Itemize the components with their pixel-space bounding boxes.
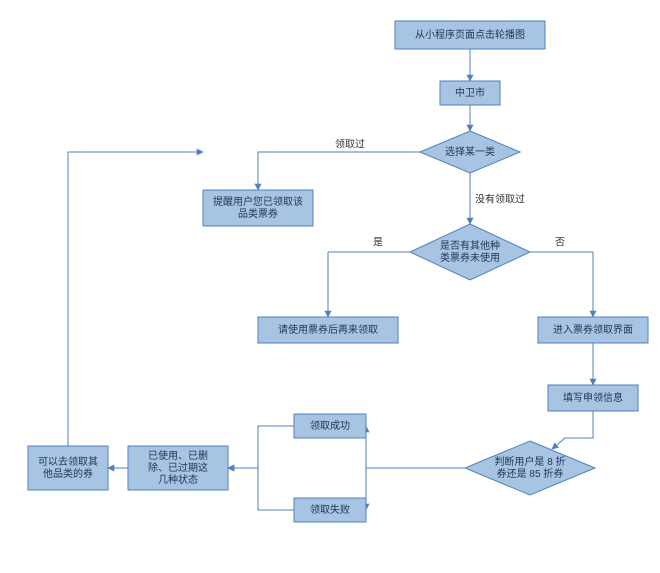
edge-label: 否: [555, 237, 565, 249]
node-fail: 领取失败: [294, 498, 366, 522]
node-status: 已使用、已删除、已过期这几种状态: [128, 446, 228, 490]
node-label: 可以去领取其他品类的券: [38, 455, 98, 480]
node-label: 请使用票券后再来领取: [278, 323, 378, 336]
flow-edge: [258, 152, 313, 190]
flowchart-canvas: 领取过没有领取过是 否 从小程序页面点击轮播图中卫市选择某一类提醒用户您已领取该品类…: [0, 0, 660, 573]
flow-edge: [366, 468, 465, 510]
flow-edge: [228, 468, 294, 510]
node-label: 进入票券领取界面: [553, 323, 633, 336]
node-label: 判断用户是 8 折券还是 85 折券: [494, 455, 565, 480]
node-succ: 领取成功: [294, 414, 366, 438]
edge-label: 是: [373, 237, 383, 249]
node-judge: 判断用户是 8 折券还是 85 折券: [465, 441, 595, 495]
node-city: 中卫市: [440, 81, 500, 105]
node-start: 从小程序页面点击轮播图: [395, 21, 545, 49]
node-goother: 可以去领取其他品类的券: [28, 446, 108, 490]
node-label: 中卫市: [455, 86, 485, 99]
edges-layer: 领取过没有领取过是 否: [68, 49, 593, 510]
node-label: 填写申领信息: [563, 391, 623, 404]
node-selcat: 选择某一类: [420, 131, 520, 173]
flow-edge: [228, 426, 294, 468]
flow-edge: [68, 152, 203, 446]
node-label: 从小程序页面点击轮播图: [415, 28, 525, 41]
node-label: 选择某一类: [445, 145, 495, 158]
edge-label: 领取过: [335, 138, 365, 151]
node-fill: 填写申领信息: [548, 385, 638, 411]
node-hasother: 是否有其他种类票券未使用: [410, 224, 530, 280]
node-usefirst: 请使用票券后再来领取: [258, 317, 398, 343]
node-remind: 提醒用户您已领取该品类票券: [203, 190, 313, 226]
node-label: 领取失败: [310, 503, 350, 516]
edge-label: 没有领取过: [475, 193, 525, 206]
node-label: 领取成功: [310, 419, 350, 432]
node-label: 是否有其他种类票券未使用: [440, 239, 500, 264]
flow-edge: [366, 426, 465, 468]
node-enter: 进入票券领取界面: [538, 317, 648, 343]
flow-edge: [552, 411, 593, 449]
